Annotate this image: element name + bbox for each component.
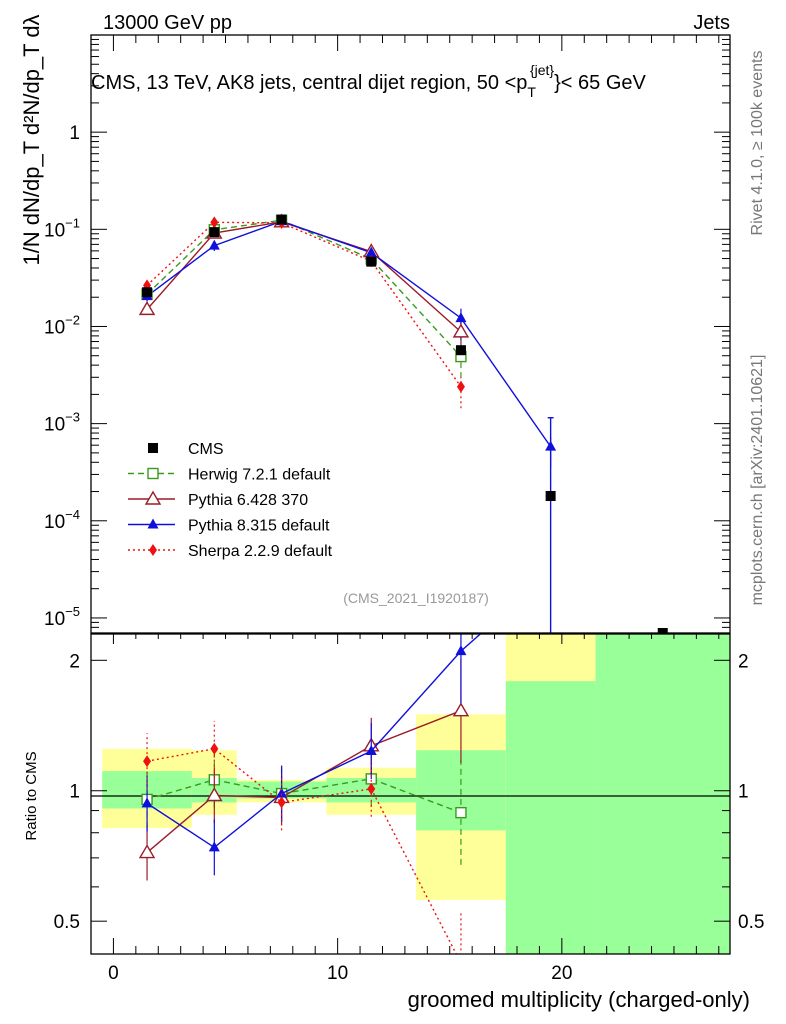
main-series-layer: [138, 213, 668, 633]
diamond-marker: [456, 380, 465, 393]
cms-data-point: [657, 628, 668, 633]
triangle-marker: [365, 745, 377, 756]
side-rivet: Rivet 4.1.0, ≥ 100k events: [749, 51, 766, 236]
y-tick-label: 1: [69, 123, 80, 144]
y-tick-exponent: −2: [65, 312, 80, 327]
y-tick-label: 10−1: [44, 215, 80, 241]
main-ylabel: 1/N dN/dp_T d²N/dp_T dλ: [19, 14, 44, 265]
y-tick-mantissa: 10: [44, 609, 65, 630]
y-tick-label: 10−4: [44, 507, 80, 533]
y-tick-exponent: −5: [65, 604, 80, 619]
analysis-id: (CMS_2021_I1920187): [343, 590, 489, 606]
triangle-marker: [545, 440, 557, 451]
uncertainty-bands: [102, 634, 730, 954]
cms-data-point: [545, 490, 556, 501]
triangle-marker: [452, 702, 470, 717]
square-marker: [455, 806, 467, 819]
diamond-marker: [367, 782, 376, 795]
cms-data-point: [455, 345, 466, 356]
stat-uncertainty-band: [595, 634, 730, 954]
y-tick-exponent: −1: [65, 215, 80, 230]
diamond-marker: [210, 216, 219, 229]
plot-title-end: }< 65 GeV: [554, 72, 646, 94]
y-tick-label: 10−5: [44, 604, 80, 630]
triangle-marker: [141, 797, 153, 808]
triangle-marker: [276, 787, 288, 798]
triangle-marker: [144, 490, 162, 505]
triangle-marker: [455, 645, 467, 656]
main-ylabel-text: 1/N dN/dp_T d²N/dp_T dλ: [19, 14, 44, 265]
y-tick-mantissa: 10: [44, 317, 65, 338]
ratio-y-tick-label: 0.5: [54, 912, 80, 933]
legend-label: CMS: [188, 441, 224, 458]
y-tick-mantissa: 10: [44, 415, 65, 436]
cms-data-point: [276, 214, 287, 225]
ratio-y-tick-label: 2: [69, 651, 80, 672]
cms-data-point: [366, 256, 377, 267]
legend-label: Herwig 7.2.1 default: [188, 467, 331, 484]
ratio-series-line: [146, 748, 458, 954]
triangle-marker: [138, 300, 156, 316]
triangle-marker: [208, 841, 220, 852]
y-tick-label: 10−3: [44, 410, 80, 436]
diamond-marker: [143, 755, 152, 768]
ratio-y-tick-label-right: 2: [738, 651, 749, 672]
stat-uncertainty-band: [505, 681, 596, 954]
ratio-ylabel: Ratio to CMS: [23, 751, 40, 840]
ratio-y-tick-label-right: 0.5: [738, 912, 764, 933]
ratio-series-line: [146, 634, 482, 849]
legend: CMS Herwig 7.2.1 default Pythia 6.428 370 P…: [128, 441, 333, 560]
y-tick-exponent: −3: [65, 410, 80, 425]
plot-title-main: CMS, 13 TeV, AK8 jets, central dijet reg…: [91, 72, 527, 94]
process-label: Jets: [693, 12, 730, 34]
series-line: [146, 219, 462, 358]
y-tick-exponent: −4: [65, 507, 80, 522]
ratio-frame: [90, 633, 731, 955]
y-tick-mantissa: 10: [44, 220, 65, 241]
side-mcplots: mcplots.cern.ch [arXiv:2401.10621]: [749, 355, 766, 606]
x-tick-label: 10: [327, 963, 348, 984]
legend-label: Sherpa 2.2.9 default: [188, 543, 333, 560]
series-line: [146, 220, 552, 448]
triangle-marker: [455, 312, 467, 323]
x-tick-label: 0: [108, 963, 119, 984]
triangle-marker: [147, 518, 159, 529]
square-marker: [147, 467, 159, 480]
diamond-marker: [149, 544, 157, 556]
plot-title-sup: {jet}: [530, 62, 554, 78]
triangle-marker: [138, 844, 156, 859]
x-axis-label: groomed multiplicity (charged-only): [408, 987, 750, 1012]
diamond-marker: [210, 742, 219, 755]
ratio-series-layer: [138, 634, 482, 954]
series-line: [146, 221, 462, 388]
cms-data-point: [142, 287, 153, 298]
diamond-marker: [277, 796, 286, 809]
triangle-marker: [206, 787, 223, 802]
axes-layer: 110−110−210−310−410−50 10 200.5 0.51 12 2: [44, 34, 764, 984]
y-tick-label: 10−2: [44, 312, 80, 338]
legend-label: Pythia 6.428 370: [188, 492, 308, 509]
ratio-y-tick-label: 1: [69, 782, 80, 803]
beam-label: 13000 GeV pp: [103, 12, 232, 34]
cms-data-point: [209, 227, 220, 238]
ratio-y-tick-label-right: 1: [738, 782, 749, 803]
triangle-marker: [365, 246, 377, 257]
legend-label: Pythia 8.315 default: [188, 518, 330, 535]
plot-title: CMS, 13 TeV, AK8 jets, central dijet reg…: [91, 62, 646, 100]
x-tick-label: 20: [551, 963, 572, 984]
plot-title-sub: T: [527, 84, 536, 100]
main-frame: [90, 34, 731, 634]
ratio-series-line: [146, 778, 462, 814]
triangle-marker: [208, 239, 220, 250]
triangle-marker: [452, 323, 470, 338]
legend-marker-cms: [148, 443, 158, 453]
series-line: [146, 221, 462, 333]
y-tick-mantissa: 10: [44, 512, 65, 533]
